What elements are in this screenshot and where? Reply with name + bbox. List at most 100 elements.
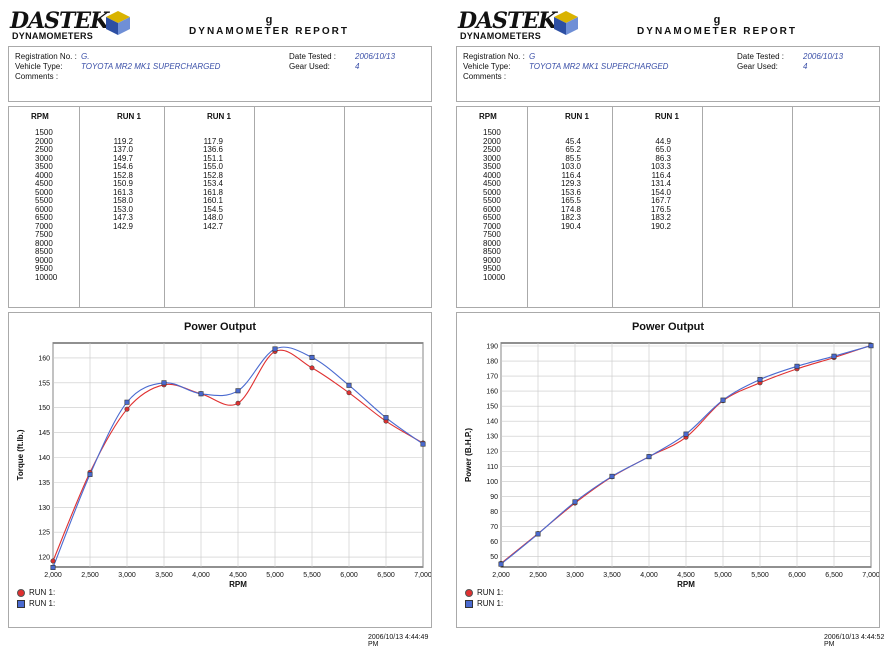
x-tick-label: 3,000 <box>118 572 136 579</box>
table-cell-value: 136.6 <box>202 145 223 154</box>
comments-label: Comments : <box>463 72 507 81</box>
table-column-divider <box>79 107 80 307</box>
dastek-logo: DASTEK DYNAMOMETERS <box>458 10 578 44</box>
blue-square-icon <box>465 599 473 608</box>
x-tick-label: 5,000 <box>266 572 284 579</box>
table-cell-rpm: 7500 <box>483 230 501 239</box>
table-cell-value: 190.2 <box>650 221 671 231</box>
y-tick-label: 140 <box>486 419 498 426</box>
table-cell-value: 152.8 <box>202 170 223 180</box>
x-tick-label: 5,500 <box>751 572 769 579</box>
table-cell-value: 161.3 <box>112 187 133 197</box>
comments-label: Comments : <box>15 72 59 81</box>
table-cell-value: 153.4 <box>202 179 223 188</box>
x-tick-label: 4,000 <box>640 572 658 579</box>
table-cell-rpm: 2000 <box>35 136 53 146</box>
table-cell-rpm: 3000 <box>483 153 501 163</box>
y-tick-label: 130 <box>486 434 498 441</box>
gear-label: Gear Used: <box>289 62 330 71</box>
vehicle-info-panel: Registration No. : G Vehicle Type: TOYOT… <box>456 46 880 102</box>
data-point-blue <box>498 561 504 567</box>
x-tick-label: 2,000 <box>44 572 62 579</box>
data-point-red <box>50 558 56 564</box>
y-tick-label: 190 <box>486 344 498 351</box>
table-cell-value: 117.9 <box>203 136 223 146</box>
series-line-blue <box>52 346 424 568</box>
table-cell-value: 182.3 <box>560 213 581 222</box>
table-column-divider <box>612 107 613 307</box>
table-cell-rpm: 8500 <box>483 247 501 256</box>
table-cell-value: 44.9 <box>655 136 671 146</box>
table-cell-rpm: 2500 <box>483 145 501 154</box>
data-point-blue <box>868 343 874 349</box>
table-cell-rpm: 3500 <box>483 162 501 171</box>
table-cell-rpm: 6000 <box>483 204 501 214</box>
y-tick-label: 125 <box>38 530 50 537</box>
table-cell-rpm: 9500 <box>35 264 53 273</box>
table-cell-rpm: 2500 <box>35 145 53 154</box>
table-cell-rpm: 9000 <box>483 255 501 265</box>
data-point-blue <box>198 391 204 397</box>
table-cell-rpm: 7500 <box>35 230 53 239</box>
data-point-blue <box>646 454 652 460</box>
x-tick-label: 7,000 <box>862 572 879 579</box>
table-cell-value: 142.7 <box>202 221 223 231</box>
table-cell-rpm: 10000 <box>35 272 58 282</box>
table-cell-value: 103.3 <box>650 162 671 171</box>
y-tick-label: 110 <box>487 464 498 471</box>
table-cell-rpm: 5000 <box>35 187 53 197</box>
report-g: g <box>713 14 721 26</box>
table-cell-value: 152.8 <box>112 170 133 180</box>
table-column-divider <box>792 107 793 307</box>
table-cell-value: 154.6 <box>112 162 133 171</box>
print-timestamp: 2006/10/13 4:44:52 PM <box>824 634 885 648</box>
table-column-divider <box>254 107 255 307</box>
chart-panel: Power Output 2,000 2,500 3,000 3,500 4,000 4,… <box>456 312 880 628</box>
report-heading: g DYNAMOMETER REPORT <box>0 14 438 37</box>
gear-value: 4 <box>803 62 808 71</box>
gear-value: 4 <box>355 62 360 71</box>
table-cell-rpm: 6000 <box>35 204 53 214</box>
y-tick-label: 120 <box>38 555 50 562</box>
line-chart: 2,000 2,500 3,000 3,500 4,000 4,500 5,000 5,500… <box>464 342 879 589</box>
table-cell-value: 137.0 <box>112 145 133 154</box>
legend: RUN 1: RUN 1: <box>17 587 55 609</box>
table-cell-value: 131.4 <box>650 179 671 188</box>
logo-sub: DYNAMOMETERS <box>460 31 542 41</box>
table-cell-rpm: 5500 <box>483 196 501 205</box>
table-cell-rpm: 2000 <box>483 136 501 146</box>
dastek-logo: DASTEK DYNAMOMETERS <box>10 10 130 44</box>
table-cell-rpm: 9500 <box>483 264 501 273</box>
red-circle-icon <box>465 588 473 597</box>
x-tick-label: 2,500 <box>81 572 99 579</box>
table-cell-value: 167.7 <box>650 196 671 205</box>
data-point-blue <box>309 354 315 360</box>
y-tick-label: 170 <box>486 374 498 381</box>
chart-panel: Power Output 2,000 2,500 3,000 3,500 4,000 4,… <box>8 312 432 628</box>
red-circle-icon <box>17 588 25 597</box>
y-tick-label: 70 <box>490 524 498 531</box>
table-cell-value: 45.4 <box>565 136 581 146</box>
registration-label: Registration No. : <box>15 52 77 61</box>
table-cell-rpm: 4500 <box>35 179 53 188</box>
table-cell-rpm: 6500 <box>483 213 501 222</box>
table-cell-value: 155.0 <box>202 162 223 171</box>
x-tick-label: 3,500 <box>603 572 621 579</box>
y-tick-label: 145 <box>38 430 50 437</box>
y-tick-label: 100 <box>486 479 498 486</box>
table-column-divider <box>702 107 703 307</box>
x-tick-label: 2,500 <box>529 572 547 579</box>
y-tick-label: 180 <box>486 359 498 366</box>
report-title: DYNAMOMETER REPORT <box>189 26 349 37</box>
vehicle-value: TOYOTA MR2 MK1 SUPERCHARGED <box>81 62 221 71</box>
data-point-blue <box>161 380 167 386</box>
report-heading: g DYNAMOMETER REPORT <box>448 14 886 37</box>
table-cell-value: 160.1 <box>202 196 223 205</box>
data-point-blue <box>50 564 56 570</box>
line-chart: 2,000 2,500 3,000 3,500 4,000 4,500 5,000 5,500… <box>16 342 431 589</box>
y-tick-label: 90 <box>490 494 498 501</box>
table-header: RPM <box>479 112 497 121</box>
data-point-blue <box>383 415 389 421</box>
table-cell-value: 174.8 <box>560 204 581 214</box>
legend-label: RUN 1: <box>29 588 56 597</box>
